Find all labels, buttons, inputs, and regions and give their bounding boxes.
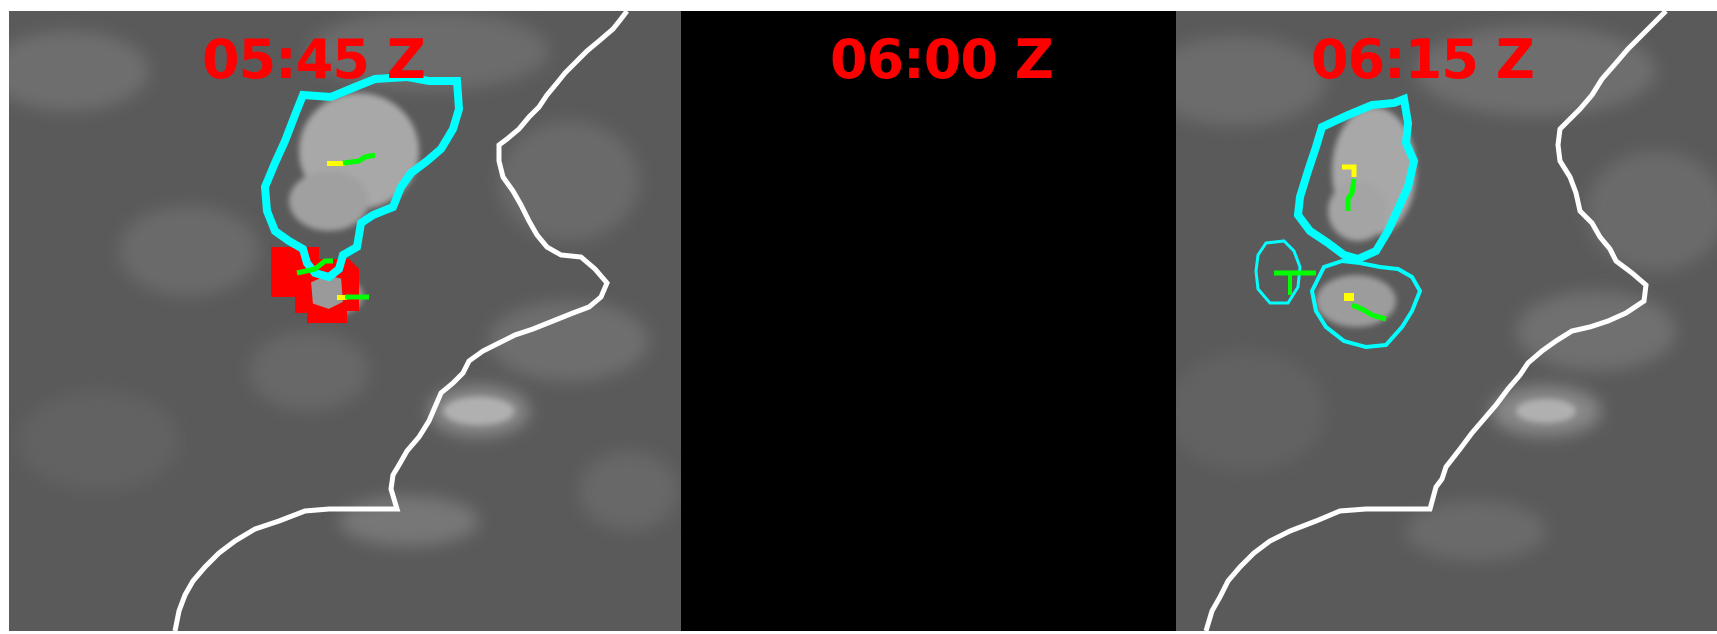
- satellite-panel-0545: 05:45 Z: [9, 11, 681, 631]
- time-label-0615: 06:15 Z: [1311, 28, 1535, 91]
- satellite-panel-0600: 06:00 Z: [681, 11, 1176, 631]
- storm-cell-contours: [1254, 93, 1423, 350]
- time-label-0600: 06:00 Z: [830, 28, 1054, 91]
- coastline-boundary: [172, 11, 629, 631]
- motion-vectors: [1274, 164, 1387, 322]
- satellite-image-0545: [9, 11, 679, 631]
- satellite-panel-0615: 06:15 Z: [1176, 11, 1717, 631]
- cloud-texture: [9, 11, 679, 546]
- motion-vectors: [296, 152, 376, 300]
- satellite-image-0615: [1176, 11, 1717, 631]
- cloud-texture: [1176, 26, 1717, 561]
- coastline-boundary: [1203, 11, 1668, 631]
- time-label-0545: 05:45 Z: [202, 28, 426, 91]
- storm-cell-contour: [260, 72, 464, 282]
